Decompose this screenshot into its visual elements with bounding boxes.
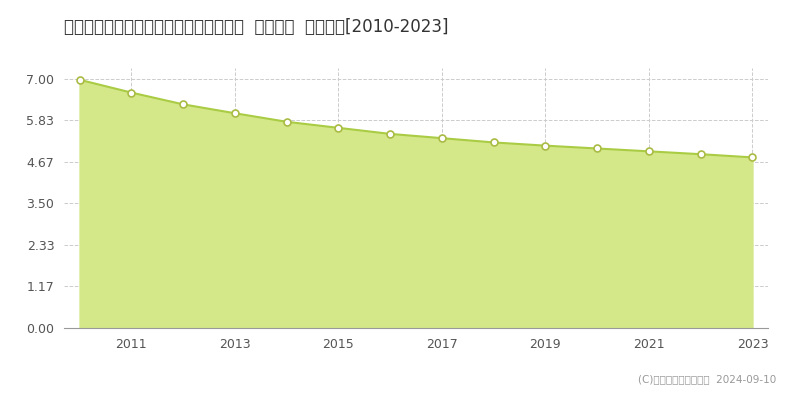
Text: 鹿児島県大島郡天城町大字平土野６番８  地価公示  地価推移[2010-2023]: 鹿児島県大島郡天城町大字平土野６番８ 地価公示 地価推移[2010-2023] <box>64 18 449 36</box>
Text: (C)土地価格ドットコム  2024-09-10: (C)土地価格ドットコム 2024-09-10 <box>638 374 776 384</box>
